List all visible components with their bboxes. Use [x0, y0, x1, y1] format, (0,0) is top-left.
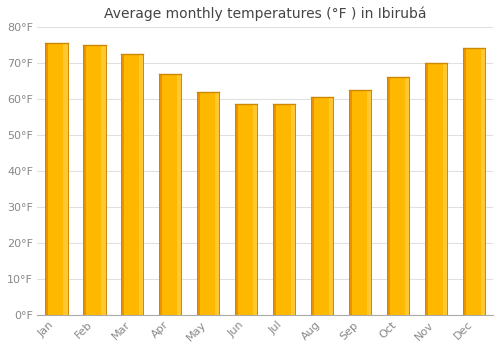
Bar	[120, 54, 144, 315]
Bar	[234, 104, 258, 315]
Bar	[310, 97, 314, 315]
Bar	[272, 104, 295, 315]
Bar	[234, 104, 238, 315]
Bar	[82, 45, 106, 315]
Bar	[215, 92, 220, 315]
Bar	[120, 54, 124, 315]
Bar	[139, 54, 143, 315]
Bar	[462, 48, 485, 315]
Bar	[386, 77, 409, 315]
Bar	[367, 90, 372, 315]
Bar	[481, 48, 486, 315]
Bar	[291, 104, 296, 315]
Bar	[462, 48, 485, 315]
Bar	[424, 63, 448, 315]
Bar	[158, 74, 182, 315]
Bar	[177, 74, 182, 315]
Bar	[310, 97, 334, 315]
Bar	[158, 74, 162, 315]
Bar	[462, 48, 466, 315]
Bar	[82, 45, 106, 315]
Bar	[424, 63, 448, 315]
Bar	[44, 43, 48, 315]
Bar	[63, 43, 68, 315]
Bar	[101, 45, 105, 315]
Bar	[253, 104, 258, 315]
Bar	[405, 77, 409, 315]
Bar	[196, 92, 220, 315]
Bar	[272, 104, 276, 315]
Bar	[348, 90, 372, 315]
Bar	[386, 77, 409, 315]
Bar	[348, 90, 352, 315]
Bar	[158, 74, 182, 315]
Bar	[120, 54, 144, 315]
Bar	[44, 43, 68, 315]
Bar	[82, 45, 86, 315]
Bar	[348, 90, 372, 315]
Bar	[272, 104, 295, 315]
Bar	[310, 97, 334, 315]
Bar	[443, 63, 448, 315]
Bar	[329, 97, 334, 315]
Bar	[196, 92, 220, 315]
Bar	[234, 104, 258, 315]
Title: Average monthly temperatures (°F ) in Ibirubá: Average monthly temperatures (°F ) in Ib…	[104, 7, 426, 21]
Bar	[424, 63, 428, 315]
Bar	[196, 92, 200, 315]
Bar	[44, 43, 68, 315]
Bar	[386, 77, 390, 315]
